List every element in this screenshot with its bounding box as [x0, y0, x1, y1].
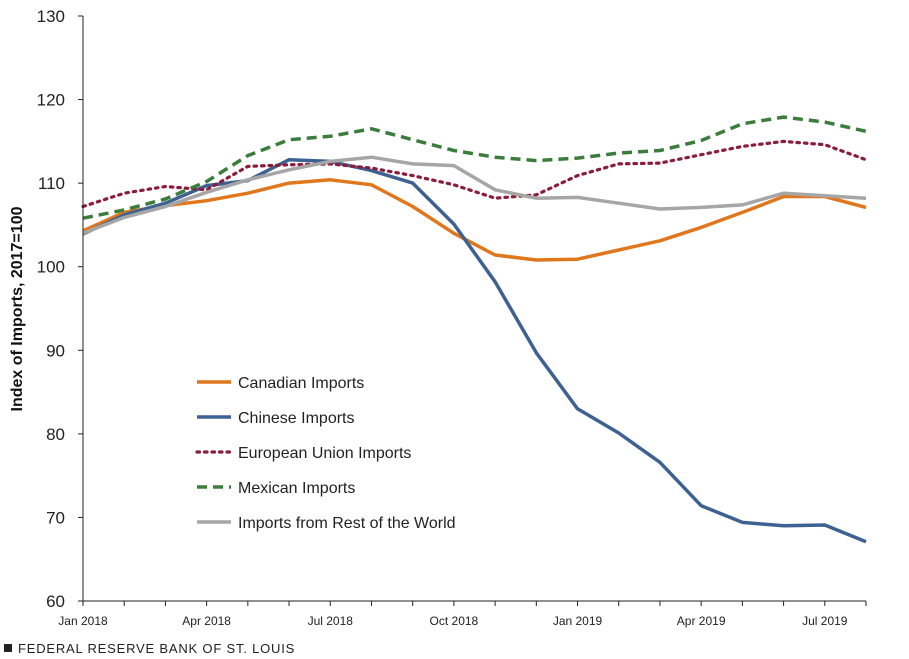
- footer-text: FEDERAL RESERVE BANK OF ST. LOUIS: [18, 641, 296, 656]
- y-tick-label: 60: [46, 592, 65, 611]
- series-line-canadian-imports: [82, 178, 867, 262]
- legend-label: Chinese Imports: [238, 410, 355, 427]
- line-chart: 60 70 80 90 100 110 120 130 Jan 2018 Apr 2018 Jul…: [9, 7, 868, 628]
- y-tick-label: 130: [37, 7, 65, 26]
- x-tick-label: Apr 2019: [677, 614, 726, 628]
- series-line-chinese-imports: [82, 157, 867, 544]
- legend: Canadian Imports Chinese Imports European …: [195, 375, 456, 532]
- x-tick-label: Jan 2018: [58, 614, 108, 628]
- x-axis-ticks: Jan 2018 Apr 2018 Jul 2018 Oct 2018 Jan 2019…: [58, 601, 867, 628]
- x-tick-label: Oct 2018: [430, 614, 479, 628]
- legend-label: Mexican Imports: [238, 480, 355, 497]
- series-line-mexican-imports: [82, 115, 867, 220]
- y-tick-label: 120: [37, 91, 65, 110]
- legend-label: Imports from Rest of the World: [238, 515, 456, 532]
- series-line-imports-from-rest-of-the-world: [82, 155, 867, 235]
- series-line-european-union-imports: [81, 139, 868, 209]
- x-tick-label: Jan 2019: [553, 614, 603, 628]
- y-axis-label: Index of Imports, 2017=100: [9, 206, 26, 411]
- series-lines: [81, 115, 868, 544]
- x-tick-label: Jul 2019: [802, 614, 848, 628]
- y-tick-label: 110: [38, 174, 65, 193]
- x-tick-label: Jul 2018: [308, 614, 354, 628]
- y-tick-label: 90: [46, 341, 65, 360]
- y-tick-label: 70: [46, 508, 65, 527]
- legend-label: Canadian Imports: [238, 375, 364, 392]
- x-tick-label: Apr 2018: [182, 614, 231, 628]
- y-axis-ticks: 60 70 80 90 100 110 120 130: [37, 7, 83, 611]
- y-tick-label: 80: [46, 425, 65, 444]
- footer-square-icon: [4, 644, 12, 652]
- y-tick-label: 100: [37, 258, 65, 277]
- legend-label: European Union Imports: [238, 445, 411, 462]
- footer-credit: FEDERAL RESERVE BANK OF ST. LOUIS: [4, 641, 295, 656]
